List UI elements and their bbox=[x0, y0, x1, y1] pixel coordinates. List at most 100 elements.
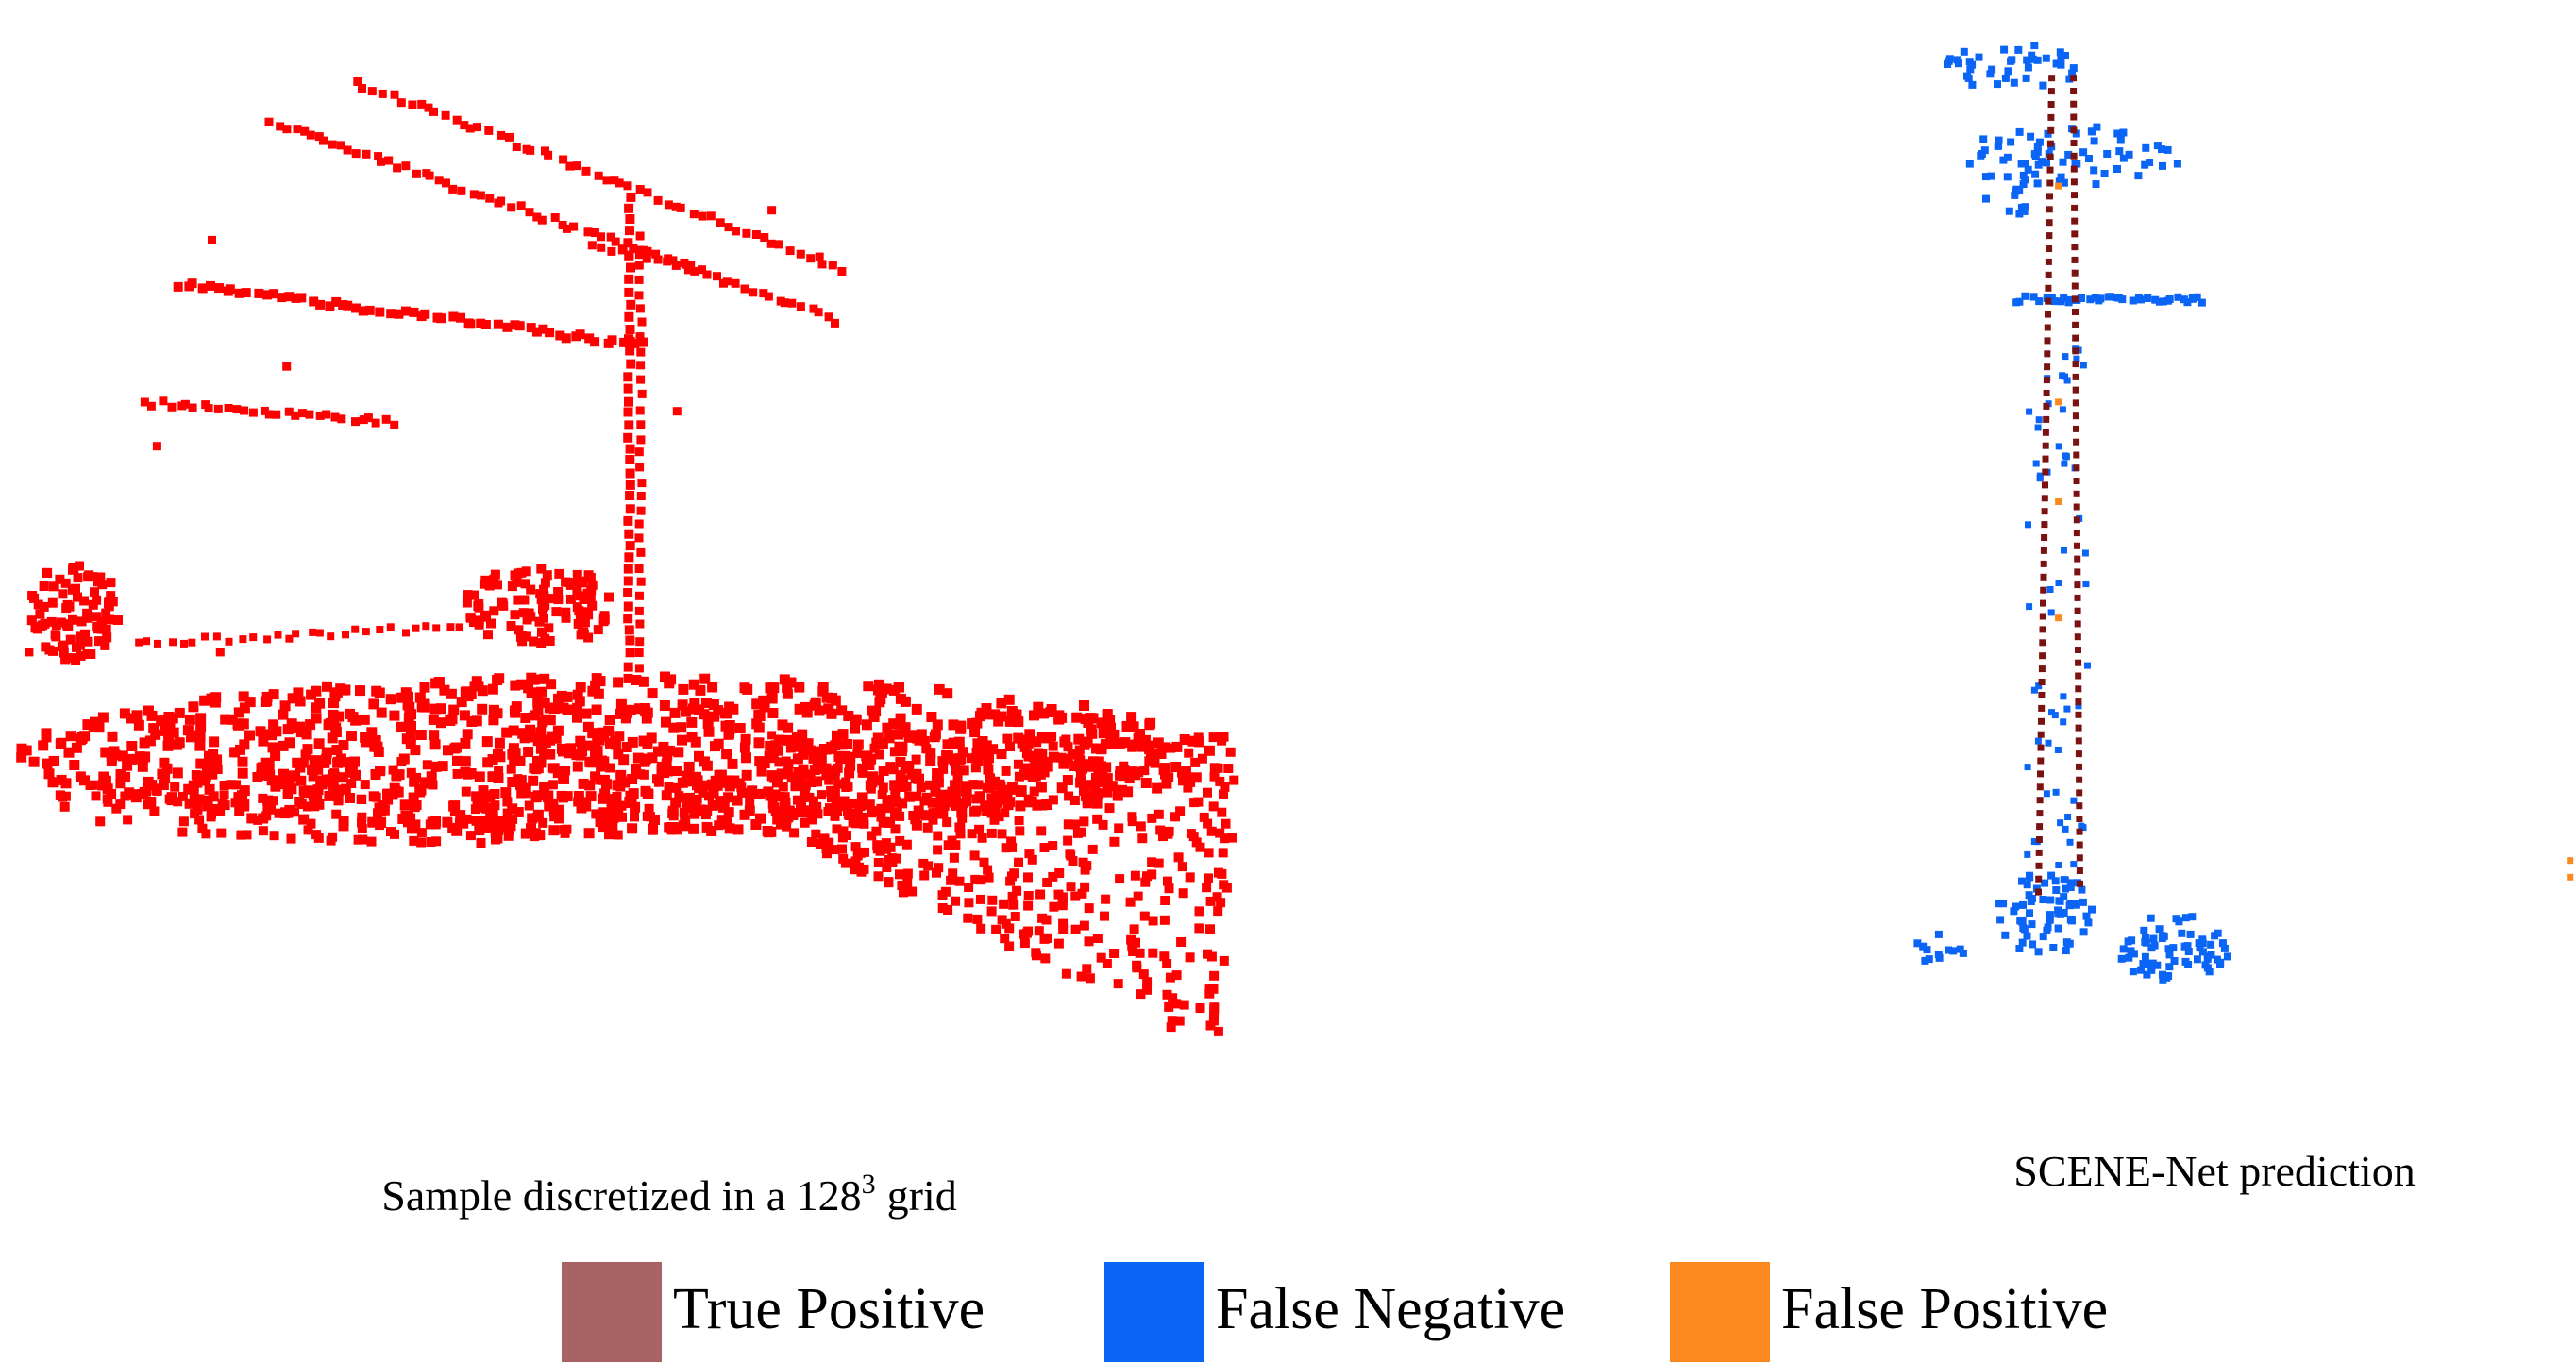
point bbox=[73, 573, 83, 583]
point bbox=[2059, 158, 2067, 166]
point bbox=[2066, 883, 2075, 891]
point bbox=[873, 684, 884, 696]
point bbox=[971, 717, 983, 729]
point bbox=[1986, 70, 1995, 78]
point bbox=[1032, 951, 1041, 961]
point bbox=[2044, 337, 2051, 345]
point bbox=[435, 717, 446, 729]
point bbox=[322, 681, 332, 692]
point bbox=[308, 771, 318, 782]
point bbox=[447, 822, 459, 833]
point bbox=[1140, 877, 1151, 887]
point bbox=[2039, 652, 2046, 660]
point bbox=[989, 815, 1000, 825]
point bbox=[393, 163, 402, 173]
point bbox=[873, 679, 884, 690]
point bbox=[573, 791, 584, 801]
point bbox=[625, 455, 635, 464]
point bbox=[2073, 438, 2080, 446]
point bbox=[101, 608, 111, 618]
point bbox=[328, 140, 337, 149]
point bbox=[970, 763, 981, 773]
point bbox=[683, 265, 693, 275]
point bbox=[519, 595, 530, 605]
point bbox=[2027, 898, 2035, 905]
point bbox=[483, 630, 493, 640]
point bbox=[921, 810, 933, 821]
point bbox=[2029, 293, 2038, 301]
point bbox=[2041, 508, 2048, 515]
point bbox=[150, 729, 161, 740]
point bbox=[152, 442, 161, 451]
point bbox=[182, 725, 194, 736]
point bbox=[48, 581, 59, 592]
point bbox=[188, 638, 196, 647]
point bbox=[2041, 495, 2048, 502]
point bbox=[1010, 784, 1020, 795]
point bbox=[172, 739, 182, 750]
point bbox=[1161, 778, 1172, 789]
point bbox=[887, 857, 898, 867]
point bbox=[1215, 828, 1225, 838]
point bbox=[2074, 568, 2081, 576]
point bbox=[911, 754, 921, 765]
point bbox=[2072, 373, 2079, 380]
point bbox=[587, 728, 598, 739]
point bbox=[641, 713, 652, 724]
point bbox=[2035, 862, 2043, 869]
point bbox=[401, 161, 411, 171]
point bbox=[739, 742, 750, 753]
point bbox=[610, 176, 619, 185]
point bbox=[607, 335, 617, 345]
point bbox=[119, 708, 130, 719]
point bbox=[1164, 772, 1174, 782]
point bbox=[884, 877, 894, 887]
point bbox=[465, 689, 477, 699]
point bbox=[2039, 81, 2047, 90]
point bbox=[106, 578, 116, 588]
point bbox=[1168, 998, 1178, 1008]
point bbox=[902, 868, 913, 879]
point bbox=[106, 591, 116, 601]
point bbox=[2026, 871, 2033, 880]
point bbox=[347, 763, 358, 773]
point bbox=[724, 223, 733, 232]
point bbox=[2070, 797, 2078, 804]
point bbox=[1218, 848, 1228, 858]
point bbox=[357, 795, 367, 804]
point bbox=[2119, 154, 2128, 162]
point bbox=[782, 821, 792, 832]
point bbox=[71, 655, 81, 665]
point bbox=[327, 732, 338, 744]
point bbox=[102, 632, 112, 643]
point bbox=[539, 613, 548, 623]
point bbox=[955, 829, 966, 839]
point bbox=[899, 887, 908, 898]
point bbox=[881, 683, 892, 695]
point bbox=[295, 775, 307, 786]
point bbox=[801, 808, 812, 818]
point bbox=[160, 725, 171, 736]
point bbox=[239, 702, 250, 714]
point bbox=[462, 814, 472, 824]
point bbox=[742, 228, 751, 238]
point bbox=[559, 155, 568, 164]
point bbox=[544, 623, 554, 633]
point bbox=[2043, 377, 2050, 384]
point bbox=[893, 682, 904, 693]
point bbox=[126, 741, 138, 751]
point bbox=[2175, 917, 2183, 926]
point bbox=[546, 679, 557, 690]
point bbox=[502, 808, 513, 818]
point bbox=[264, 117, 274, 126]
point bbox=[544, 702, 555, 714]
point bbox=[1125, 897, 1136, 907]
point bbox=[1063, 742, 1073, 752]
point bbox=[449, 800, 461, 812]
point bbox=[2073, 503, 2080, 511]
point bbox=[1098, 728, 1109, 739]
point bbox=[28, 756, 40, 767]
point bbox=[725, 782, 735, 792]
point bbox=[295, 696, 306, 707]
point bbox=[751, 230, 761, 239]
